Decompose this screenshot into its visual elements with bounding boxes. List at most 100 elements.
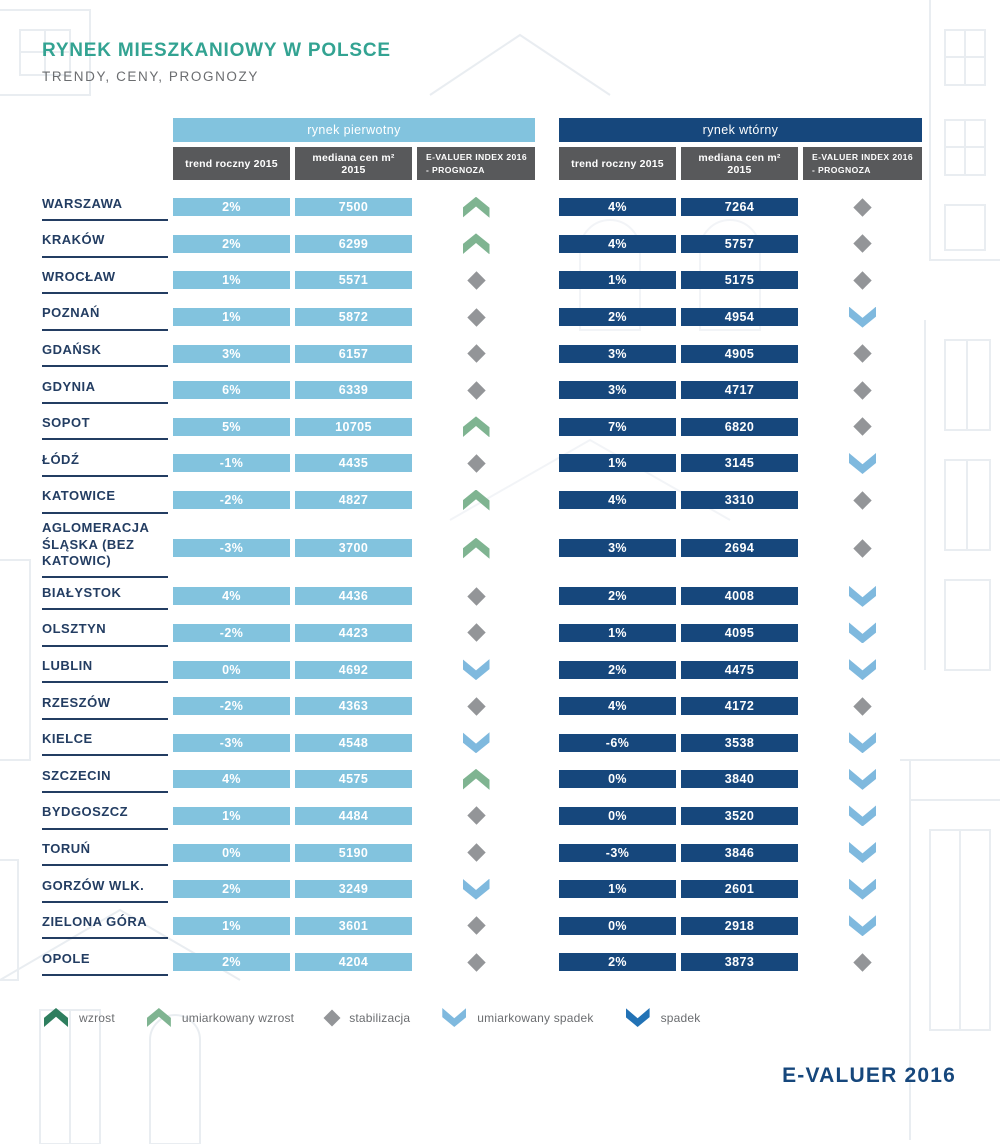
secondary-median-cell: 2694 (681, 539, 798, 558)
secondary-forecast-cell (803, 915, 922, 937)
primary-median-cell: 6157 (295, 344, 412, 363)
secondary-trend-cell: 3% (559, 539, 676, 558)
secondary-trend-cell: 1% (559, 271, 676, 290)
secondary-median-cell: 2601 (681, 880, 798, 899)
secondary-forecast-cell (803, 805, 922, 827)
column-header: trend roczny 2015 (173, 147, 290, 180)
legend-label: umiarkowany spadek (477, 1010, 594, 1025)
column-header-row: trend roczny 2015 mediana cen m² 2015 E-VA… (42, 147, 922, 180)
primary-trend-cell: 2% (173, 198, 290, 217)
market-group-header-row: rynek pierwotny rynek wtórny (42, 118, 922, 142)
table-row: GORZÓW WLK. 2% 3249 1% 2601 (42, 871, 922, 908)
primary-trend-cell: 6% (173, 381, 290, 400)
secondary-trend-cell: 0% (559, 806, 676, 825)
secondary-forecast-cell (803, 732, 922, 754)
legend-label: spadek (660, 1010, 701, 1025)
primary-median-cell: 4436 (295, 587, 412, 606)
primary-median-cell: 5190 (295, 843, 412, 862)
city-label: OLSZTYN (42, 619, 168, 647)
secondary-trend-cell: 4% (559, 491, 676, 510)
primary-forecast-cell (417, 381, 535, 400)
primary-forecast-cell (417, 344, 535, 363)
up-icon (44, 1008, 68, 1027)
stable-icon (466, 916, 486, 935)
primary-median-cell: 5571 (295, 271, 412, 290)
secondary-forecast-cell (803, 539, 922, 558)
secondary-median-cell: 3520 (681, 806, 798, 825)
primary-trend-cell: 1% (173, 916, 290, 935)
primary-forecast-cell (417, 623, 535, 643)
secondary-forecast-cell (803, 417, 922, 437)
stable-icon (466, 454, 486, 473)
secondary-forecast-cell (803, 381, 922, 400)
secondary-trend-cell: 3% (559, 344, 676, 363)
primary-median-cell: 4423 (295, 623, 412, 642)
moderate-down-icon (849, 805, 876, 827)
secondary-median-cell: 3145 (681, 454, 798, 473)
primary-median-cell: 4484 (295, 806, 412, 825)
secondary-trend-cell: 2% (559, 587, 676, 606)
secondary-median-cell: 4008 (681, 587, 798, 606)
secondary-median-cell: 3840 (681, 770, 798, 789)
primary-forecast-cell (417, 307, 535, 327)
column-header: mediana cen m² 2015 (295, 147, 412, 180)
primary-median-cell: 4575 (295, 770, 412, 789)
legend-item: umiarkowany wzrost (146, 1008, 294, 1027)
table-row: KIELCE -3% 4548 -6% 3538 (42, 724, 922, 761)
secondary-trend-cell: 3% (559, 381, 676, 400)
secondary-trend-cell: -3% (559, 843, 676, 862)
primary-trend-cell: -3% (173, 733, 290, 752)
city-label: ŁÓDŹ (42, 450, 168, 478)
primary-median-cell: 3601 (295, 916, 412, 935)
stable-icon (466, 381, 486, 400)
city-label: LUBLIN (42, 656, 168, 684)
primary-median-cell: 3249 (295, 880, 412, 899)
legend: wzrost umiarkowany wzrost stabilizacja u… (44, 1008, 701, 1027)
city-label: ZIELONA GÓRA (42, 912, 168, 940)
secondary-median-cell: 4905 (681, 344, 798, 363)
primary-trend-cell: -2% (173, 623, 290, 642)
primary-trend-cell: 2% (173, 234, 290, 253)
table-row: POZNAŃ 1% 5872 2% 4954 (42, 299, 922, 336)
secondary-forecast-cell (803, 842, 922, 864)
secondary-forecast-cell (803, 585, 922, 607)
secondary-forecast-cell (803, 271, 922, 290)
table-row: AGLOMERACJA ŚLĄSKA (BEZ KATOWIC) -3% 370… (42, 518, 922, 579)
table-row: OPOLE 2% 4204 2% 3873 (42, 944, 922, 981)
table-row: KATOWICE -2% 4827 4% 3310 (42, 482, 922, 519)
stable-icon (853, 271, 872, 290)
primary-forecast-cell (417, 843, 535, 862)
stable-icon (466, 344, 486, 363)
column-header: mediana cen m² 2015 (681, 147, 798, 180)
primary-median-cell: 4435 (295, 454, 412, 473)
secondary-median-cell: 4717 (681, 381, 798, 400)
moderate-down-icon (849, 585, 876, 607)
secondary-trend-cell: 4% (559, 697, 676, 716)
stable-icon (466, 623, 486, 643)
primary-trend-cell: 1% (173, 308, 290, 327)
secondary-median-cell: 4475 (681, 660, 798, 679)
primary-forecast-cell (417, 953, 535, 972)
stable-icon (853, 696, 872, 716)
moderate-down-icon (849, 306, 876, 328)
primary-forecast-cell (417, 768, 535, 790)
primary-median-cell: 6339 (295, 381, 412, 400)
table-row: OLSZTYN -2% 4423 1% 4095 (42, 615, 922, 652)
secondary-median-cell: 3310 (681, 491, 798, 510)
table-row: KRAKÓW 2% 6299 4% 5757 (42, 226, 922, 263)
secondary-median-cell: 2918 (681, 916, 798, 935)
stable-icon (466, 271, 486, 290)
city-label: KATOWICE (42, 486, 168, 514)
primary-median-cell: 7500 (295, 198, 412, 217)
down-icon (625, 1008, 650, 1027)
primary-median-cell: 4204 (295, 953, 412, 972)
primary-trend-cell: 5% (173, 417, 290, 436)
secondary-trend-cell: 1% (559, 623, 676, 642)
secondary-trend-cell: -6% (559, 733, 676, 752)
primary-trend-cell: 4% (173, 770, 290, 789)
stable-icon (466, 806, 486, 826)
stable-icon (853, 953, 872, 972)
secondary-forecast-cell (803, 953, 922, 972)
primary-forecast-cell (417, 233, 535, 255)
